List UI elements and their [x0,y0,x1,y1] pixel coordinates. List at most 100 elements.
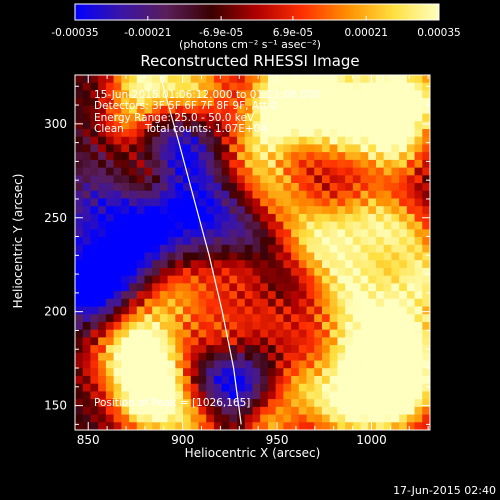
heatmap-cell [291,406,300,415]
heatmap-cell [121,167,130,176]
heatmap-cell [237,368,246,377]
heatmap-cell [129,121,138,130]
heatmap-cell [383,183,392,192]
heatmap-cell [383,136,392,145]
heatmap-cell [391,244,400,253]
heatmap-cell [167,105,176,114]
heatmap-cell [406,105,415,114]
heatmap-cell [152,175,161,184]
heatmap-cell [129,252,138,261]
heatmap-cell [244,105,253,114]
heatmap-cell [129,175,138,184]
heatmap-cell [237,237,246,246]
heatmap-cell [144,422,153,431]
heatmap-cell [98,329,107,338]
heatmap-cell [198,136,207,145]
heatmap-cell [198,237,207,246]
heatmap-cell [283,422,292,431]
heatmap-cell [136,360,145,369]
heatmap-cell [298,283,307,292]
heatmap-cell [283,267,292,277]
heatmap-cell [244,190,253,199]
heatmap-cell [337,267,346,277]
heatmap-cell [213,121,223,130]
heatmap-cell [113,244,122,253]
heatmap-cell [159,190,169,199]
heatmap-cell [399,298,408,307]
heatmap-cell [144,414,153,423]
heatmap-cell [90,113,99,122]
heatmap-cell [105,275,114,284]
heatmap-cell [213,221,223,230]
heatmap-cell [144,360,153,369]
heatmap-cell [368,113,377,122]
heatmap-cell [267,183,277,192]
heatmap-cell [291,283,300,292]
heatmap-cell [375,90,385,99]
heatmap-cell [345,90,354,99]
heatmap-cell [414,136,423,145]
heatmap-cell [129,314,138,323]
heatmap-cell [283,329,292,338]
heatmap-cell [422,175,431,184]
heatmap-cell [375,198,385,207]
heatmap-cell [383,260,392,269]
heatmap-cell [136,113,145,122]
heatmap-cell [306,360,315,369]
heatmap-cell [213,144,223,153]
heatmap-cell [368,414,377,423]
heatmap-cell [75,206,84,215]
heatmap-cell [98,75,107,84]
heatmap-cell [175,229,184,238]
heatmap-cell [414,422,423,431]
heatmap-cell [267,105,277,114]
heatmap-cell [306,167,315,176]
heatmap-cell [244,244,253,253]
heatmap-cell [375,244,385,253]
heatmap-cell [237,383,246,392]
heatmap-cell [136,213,145,223]
heatmap-cell [129,167,138,176]
heatmap-cell [90,190,99,199]
heatmap-cell [375,113,385,122]
heatmap-cell [345,136,354,145]
heatmap-cell [144,314,153,323]
heatmap-cell [321,306,331,315]
heatmap-cell [298,352,307,361]
heatmap-cell [399,252,408,261]
heatmap-cell [345,360,354,369]
heatmap-cell [368,237,377,246]
heatmap-cell [244,136,253,145]
heatmap-cell [190,306,199,315]
heatmap-cell [190,383,199,392]
heatmap-cell [75,105,84,114]
heatmap-cell [198,183,207,192]
heatmap-cell [144,198,153,207]
heatmap-cell [121,283,130,292]
heatmap-cell [345,291,354,300]
heatmap-cell [213,391,223,400]
heatmap-cell [345,167,354,176]
heatmap-cell [267,213,277,223]
heatmap-cell [368,136,377,145]
heatmap-cell [90,422,99,431]
heatmap-cell [75,414,84,423]
heatmap-cell [360,260,369,269]
heatmap-cell [414,406,423,415]
heatmap-cell [206,337,215,346]
heatmap-cell [306,82,315,91]
heatmap-cell [136,329,145,338]
heatmap-cell [291,206,300,215]
heatmap-cell [136,337,145,346]
heatmap-cell [422,252,431,261]
heatmap-cell [252,406,261,415]
heatmap-cell [152,314,161,323]
heatmap-cell [159,267,169,277]
heatmap-cell [345,283,354,292]
heatmap-cell [237,98,246,107]
heatmap-cell [113,229,122,238]
heatmap-cell [267,275,277,284]
heatmap-cell [337,152,346,161]
heatmap-cell [75,221,84,230]
heatmap-cell [321,198,331,207]
